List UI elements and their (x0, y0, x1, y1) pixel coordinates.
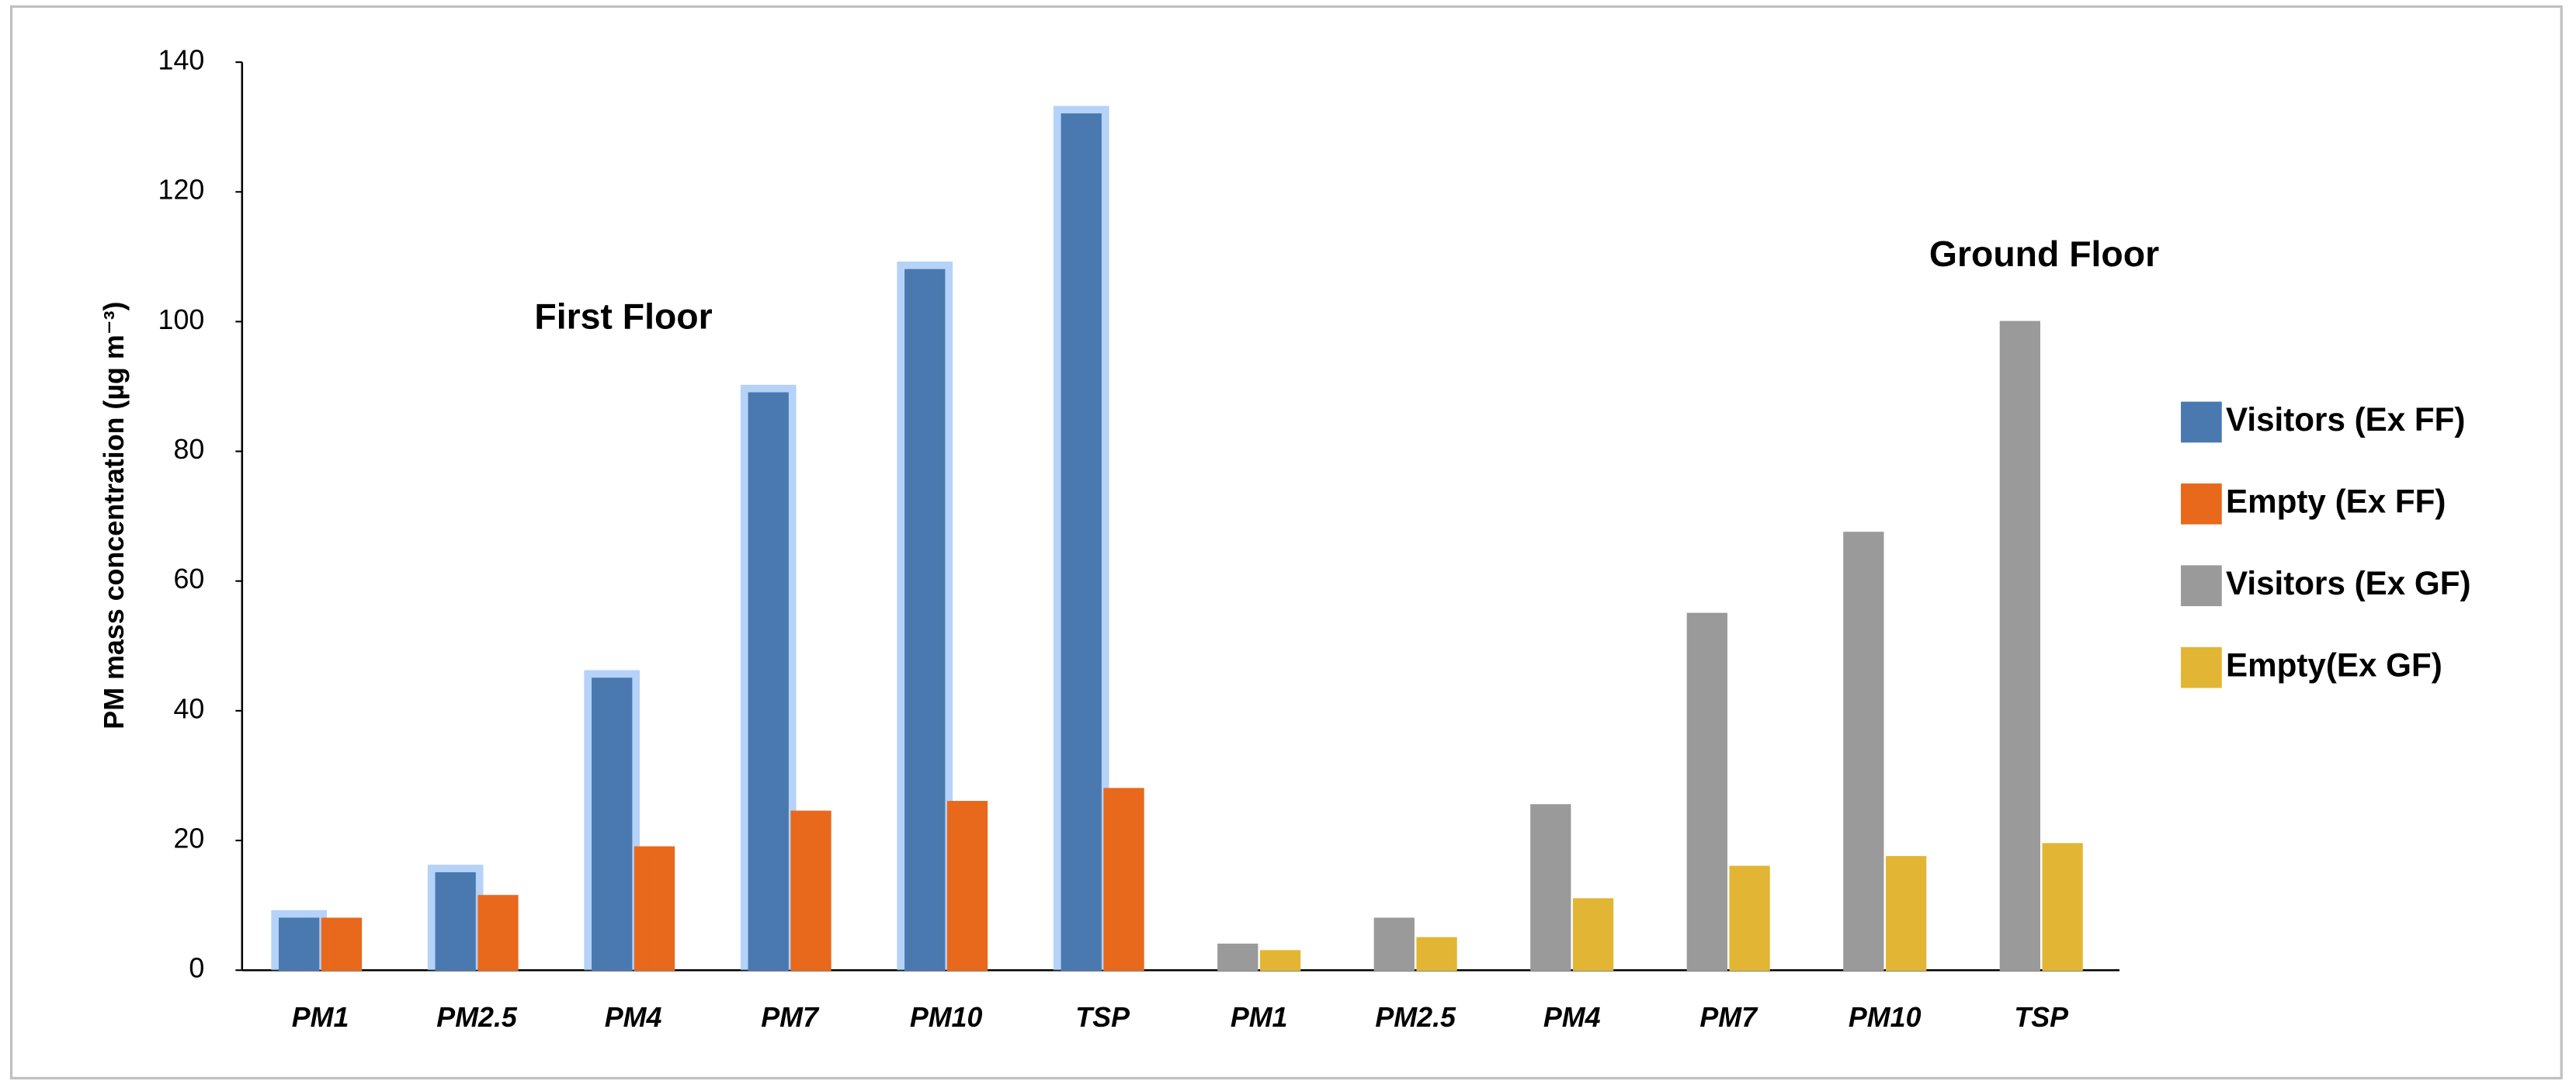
x-tick-label: TSP (1075, 1002, 1130, 1033)
bar-face (1274, 957, 1286, 971)
bar-face (804, 817, 818, 971)
x-tick-label: PM4 (605, 1002, 662, 1033)
y-tick-label: 20 (173, 823, 204, 854)
bar-face (1587, 905, 1599, 971)
legend-swatch (2181, 646, 2222, 688)
x-tick-label: PM4 (1543, 1002, 1601, 1033)
bar-face (762, 399, 775, 971)
x-tick-label: PM7 (761, 1002, 820, 1033)
bar-face (335, 924, 348, 971)
bar-face (450, 879, 462, 971)
bar-face (918, 275, 931, 971)
bar-face (1117, 795, 1130, 971)
annotation: Ground Floor (1929, 234, 2159, 274)
bar-face (1231, 951, 1244, 971)
bar-face (1701, 619, 1713, 971)
bar-face (1900, 863, 1912, 971)
x-tick-label: PM10 (910, 1002, 983, 1033)
bar-face (1544, 811, 1557, 971)
legend-label: Visitors (Ex FF) (2226, 401, 2465, 438)
x-tick-label: PM2.5 (1375, 1002, 1456, 1033)
bar-face (961, 808, 974, 971)
frame (9, 5, 2563, 1079)
x-tick-label: PM2.5 (436, 1002, 518, 1033)
y-tick-label: 0 (189, 953, 204, 984)
bar-face (293, 924, 305, 971)
bar-face (491, 902, 505, 971)
y-tick-label: 60 (173, 563, 204, 594)
bar-face (2014, 327, 2026, 971)
y-tick-label: 40 (173, 693, 204, 724)
bar-face (2057, 850, 2069, 971)
legend-swatch (2181, 565, 2222, 607)
annotation: First Floor (534, 296, 712, 336)
x-tick-label: PM1 (292, 1002, 349, 1033)
bar-face (1857, 539, 1870, 971)
x-tick-label: TSP (2014, 1002, 2068, 1033)
legend-label: Empty(Ex GF) (2226, 646, 2442, 683)
x-tick-label: PM1 (1231, 1002, 1288, 1033)
y-tick-label: 100 (158, 304, 205, 335)
legend-label: Empty (Ex FF) (2226, 483, 2446, 519)
legend-label: Visitors (Ex GF) (2226, 565, 2470, 601)
y-tick-label: 140 (158, 45, 205, 76)
legend-swatch (2181, 483, 2222, 525)
bar-face (1430, 944, 1443, 971)
y-tick-label: 120 (158, 175, 205, 206)
y-tick-label: 80 (173, 434, 204, 465)
bar-face (1744, 872, 1756, 971)
bar-face (1075, 120, 1088, 971)
x-tick-label: PM7 (1699, 1002, 1758, 1033)
y-axis-label: PM mass concentration (µg m⁻³) (99, 302, 130, 729)
legend-swatch (2181, 401, 2222, 443)
bar-face (606, 684, 618, 971)
bar-face (648, 853, 661, 971)
bar-face (1388, 924, 1401, 971)
x-tick-label: PM10 (1849, 1002, 1922, 1033)
